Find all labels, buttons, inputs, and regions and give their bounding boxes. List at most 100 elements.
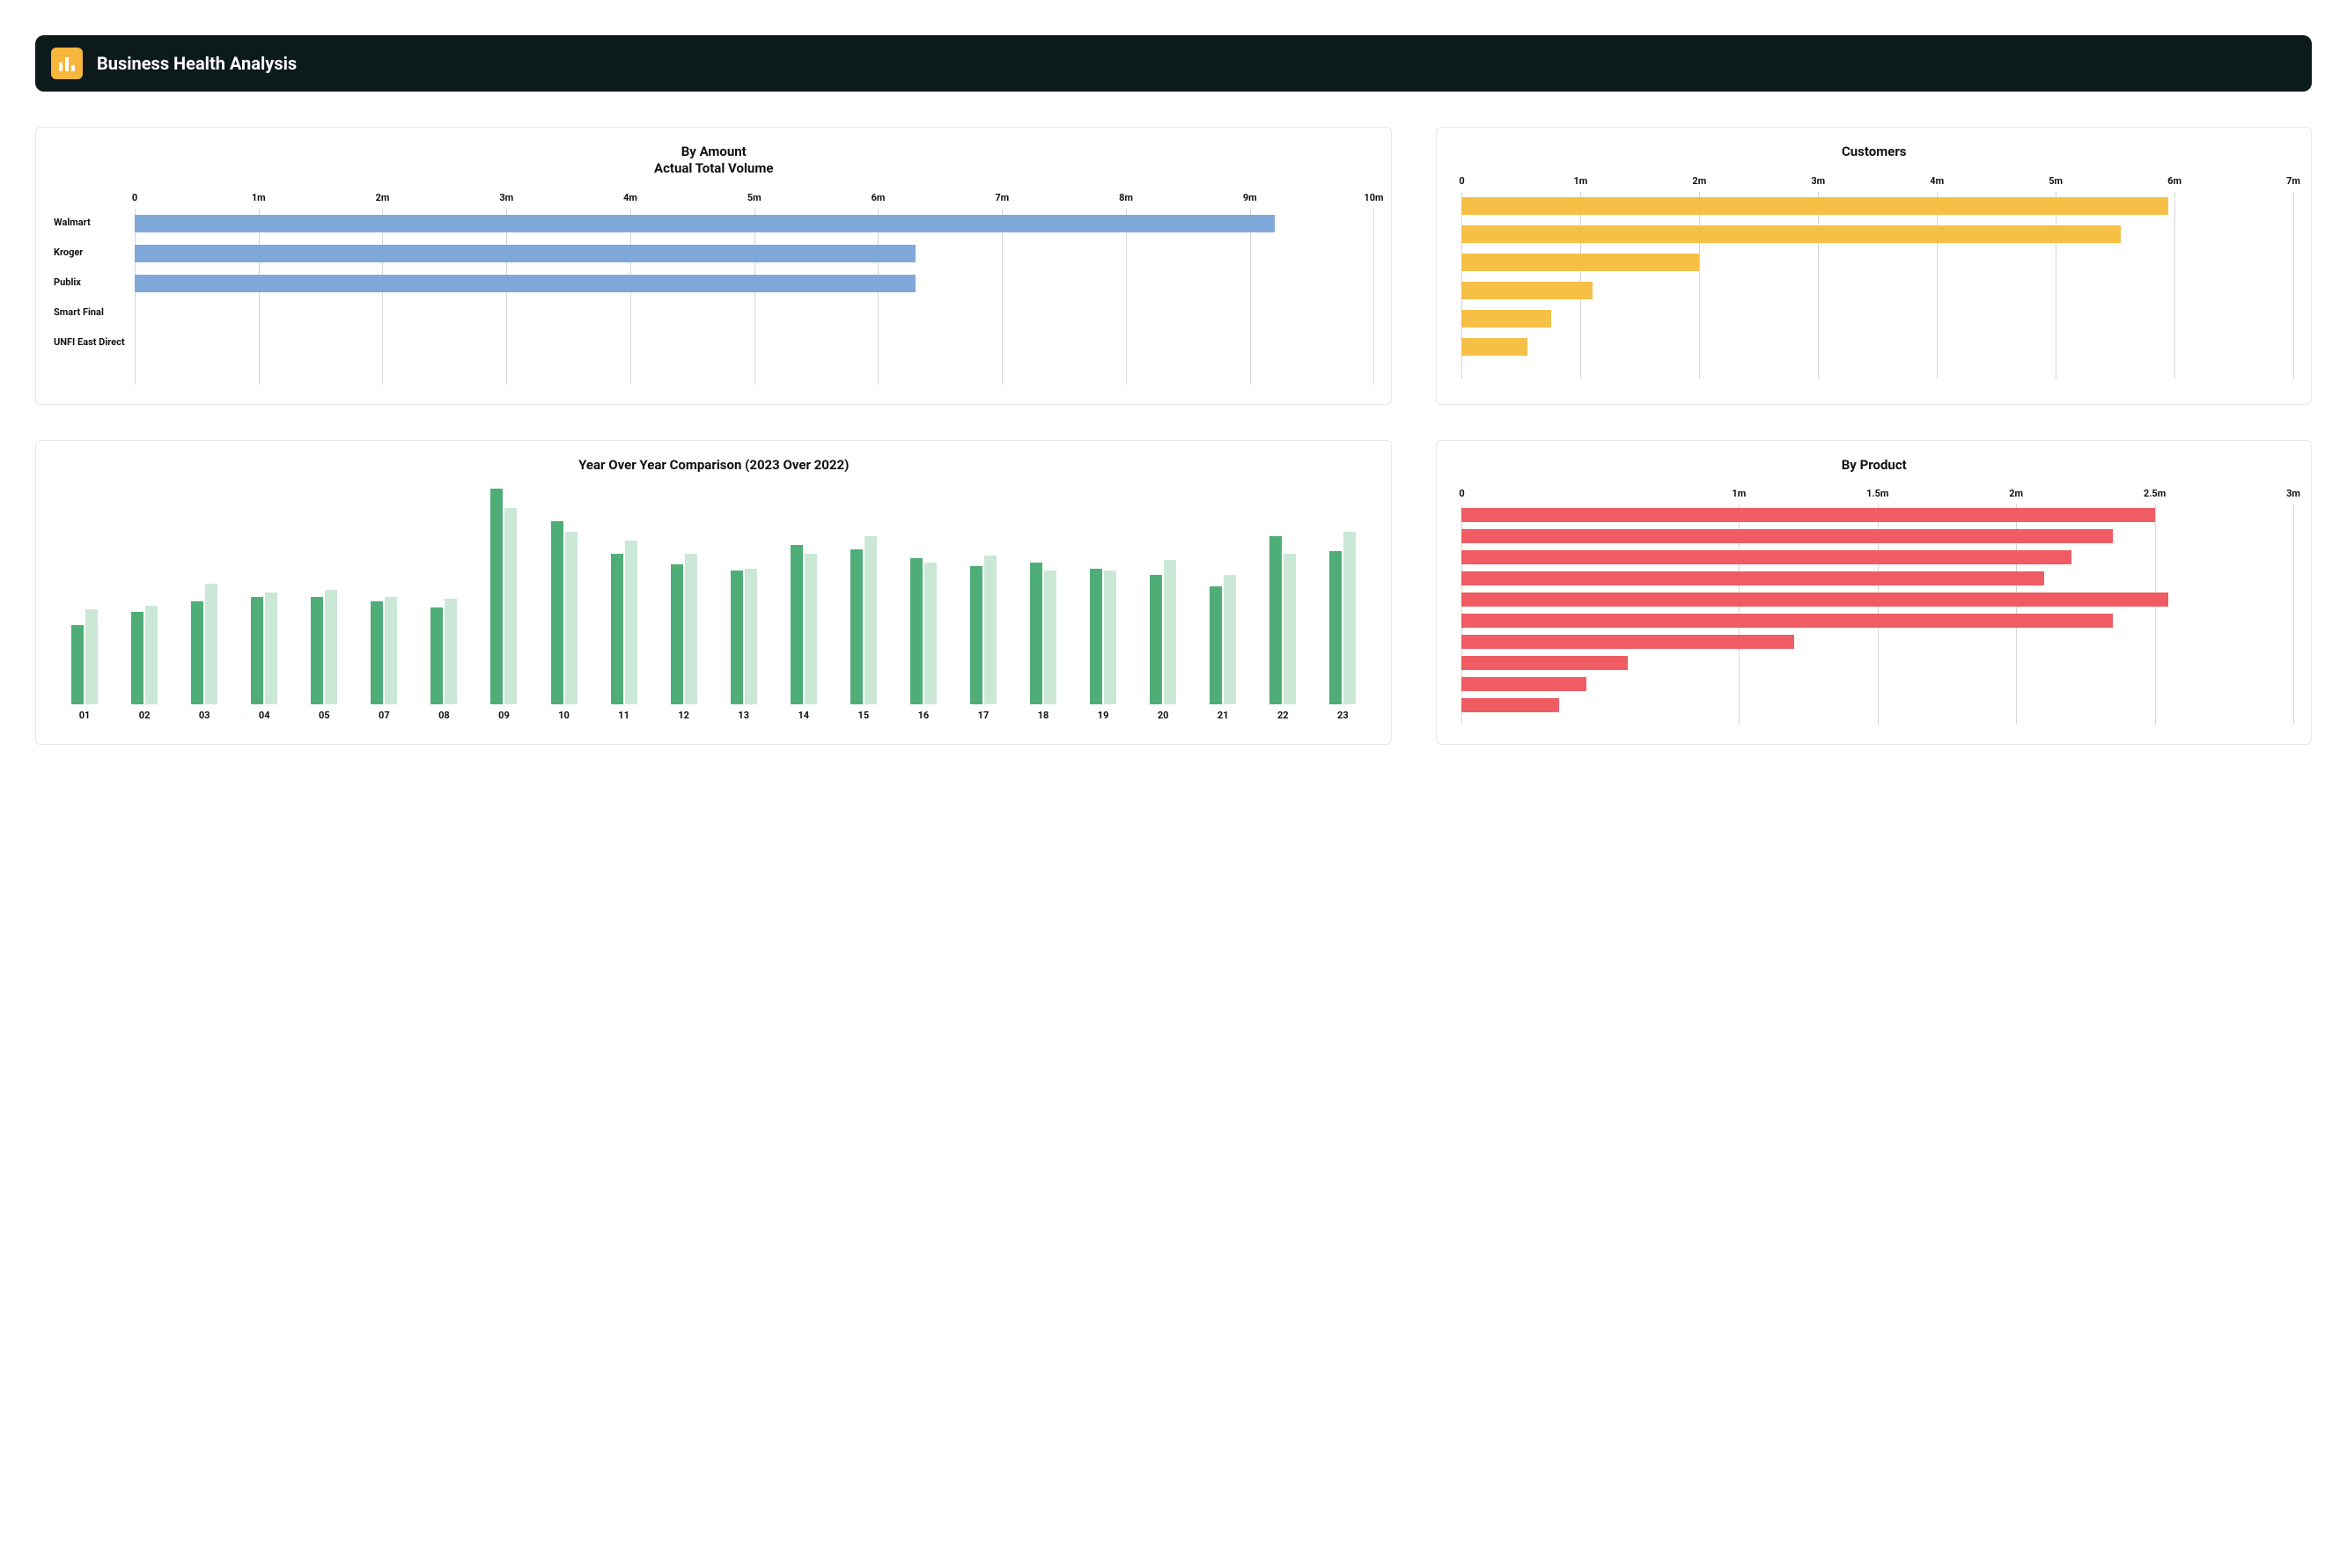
- yoy-chart: 0102030405070809101112131415161718192021…: [54, 489, 1373, 721]
- bar-chart-icon: [51, 48, 83, 79]
- bar: [1269, 536, 1282, 704]
- by-product-chart: 01m1.5m2m2.5m3m: [1454, 478, 2293, 725]
- x-tick-label: 23: [1315, 710, 1370, 721]
- chart-row: UNFI East Direct: [54, 328, 1373, 358]
- x-tick-label: 10m: [1364, 192, 1383, 203]
- bar: [504, 508, 517, 704]
- bar: [1461, 571, 2043, 585]
- bar: [565, 532, 578, 704]
- bar-group: [956, 489, 1011, 704]
- dashboard-grid: By Amount Actual Total Volume 01m2m3m4m5…: [35, 127, 2312, 745]
- bar-group: [1255, 489, 1310, 704]
- gridline: [2293, 504, 2294, 725]
- x-tick-label: 15: [836, 710, 891, 721]
- chart-row: Publix: [54, 269, 1373, 298]
- bar: [1461, 656, 1628, 670]
- bar: [1461, 338, 1527, 356]
- x-tick-label: 01: [57, 710, 112, 721]
- x-tick-label: 14: [776, 710, 831, 721]
- chart-row: [1454, 652, 2293, 674]
- bar: [1461, 310, 1550, 328]
- yoy-card: Year Over Year Comparison (2023 Over 202…: [35, 440, 1392, 746]
- bar: [1461, 677, 1586, 691]
- bar-wrap: [135, 328, 1373, 358]
- x-tick-label: 03: [177, 710, 232, 721]
- bar: [145, 606, 158, 705]
- x-tick-label: 3m: [2286, 488, 2300, 499]
- bar: [551, 521, 563, 704]
- bar: [1044, 571, 1056, 704]
- x-tick-label: 1m: [252, 192, 266, 203]
- chart-row: [1454, 248, 2293, 276]
- x-tick-label: 0: [132, 192, 137, 203]
- customers-title: Customers: [1454, 144, 2293, 160]
- bar: [864, 536, 877, 704]
- by-amount-title: By Amount Actual Total Volume: [54, 144, 1373, 177]
- bar-group: [1315, 489, 1370, 704]
- bar: [611, 554, 623, 705]
- bar-wrap: [1461, 652, 2293, 674]
- x-tick-label: 0: [1459, 488, 1464, 499]
- bar: [910, 558, 923, 705]
- bar-wrap: [1461, 276, 2293, 305]
- chart-body: WalmartKrogerPublixSmart FinalUNFI East …: [54, 209, 1373, 385]
- bar: [685, 554, 697, 705]
- gridline: [2293, 192, 2294, 379]
- bar-group: [357, 489, 411, 704]
- bar-group: [177, 489, 232, 704]
- chart-plot: [54, 489, 1373, 704]
- bar-group: [117, 489, 172, 704]
- bar-wrap: [135, 298, 1373, 328]
- x-tick-label: 11: [597, 710, 651, 721]
- axis-plot: 01m1.5m2m2.5m3m: [1461, 478, 2293, 504]
- customers-card: Customers 01m2m3m4m5m6m7m: [1436, 127, 2312, 405]
- bar-group: [717, 489, 771, 704]
- bar: [805, 554, 817, 705]
- bar: [135, 245, 916, 262]
- x-tick-label: 19: [1076, 710, 1130, 721]
- bar: [1030, 563, 1042, 705]
- bar-wrap: [1461, 220, 2293, 248]
- chart-row: [1454, 220, 2293, 248]
- axis-plot: 01m2m3m4m5m6m7m8m9m10m: [135, 182, 1373, 209]
- chart-row: [1454, 504, 2293, 526]
- x-tick-label: 2m: [2009, 488, 2023, 499]
- bar-wrap: [1461, 526, 2293, 547]
- by-amount-title-line1: By Amount: [681, 144, 747, 159]
- bar: [1461, 550, 2071, 564]
- bar-group: [57, 489, 112, 704]
- bar: [445, 599, 457, 704]
- chart-row: [1454, 631, 2293, 652]
- x-tick-label: 1m: [1732, 488, 1746, 499]
- by-product-title: By Product: [1454, 457, 2293, 474]
- bar-group: [1196, 489, 1250, 704]
- bar: [205, 584, 217, 704]
- customers-chart: 01m2m3m4m5m6m7m: [1454, 166, 2293, 379]
- chart-row: Smart Final: [54, 298, 1373, 328]
- bar: [191, 601, 203, 705]
- bar: [671, 564, 683, 704]
- chart-x-axis: 01m2m3m4m5m6m7m8m9m10m: [54, 182, 1373, 209]
- bar-group: [297, 489, 351, 704]
- x-tick-label: 04: [237, 710, 291, 721]
- bar: [970, 566, 982, 704]
- x-tick-label: 20: [1136, 710, 1190, 721]
- x-tick-label: 12: [657, 710, 711, 721]
- chart-row: [1454, 695, 2293, 716]
- gridline: [1373, 209, 1374, 385]
- bar: [1224, 575, 1236, 704]
- bar: [85, 609, 98, 704]
- bar: [745, 569, 757, 704]
- bar-wrap: [1461, 305, 2293, 333]
- x-tick-label: 2m: [376, 192, 390, 203]
- x-tick-label: 10: [537, 710, 592, 721]
- bar: [1164, 560, 1176, 704]
- bar: [984, 556, 997, 704]
- bar-group: [836, 489, 891, 704]
- bar: [135, 275, 916, 292]
- bar: [1104, 571, 1116, 704]
- bar-group: [657, 489, 711, 704]
- bar-group: [237, 489, 291, 704]
- bar: [1461, 614, 2113, 628]
- bar: [731, 571, 743, 704]
